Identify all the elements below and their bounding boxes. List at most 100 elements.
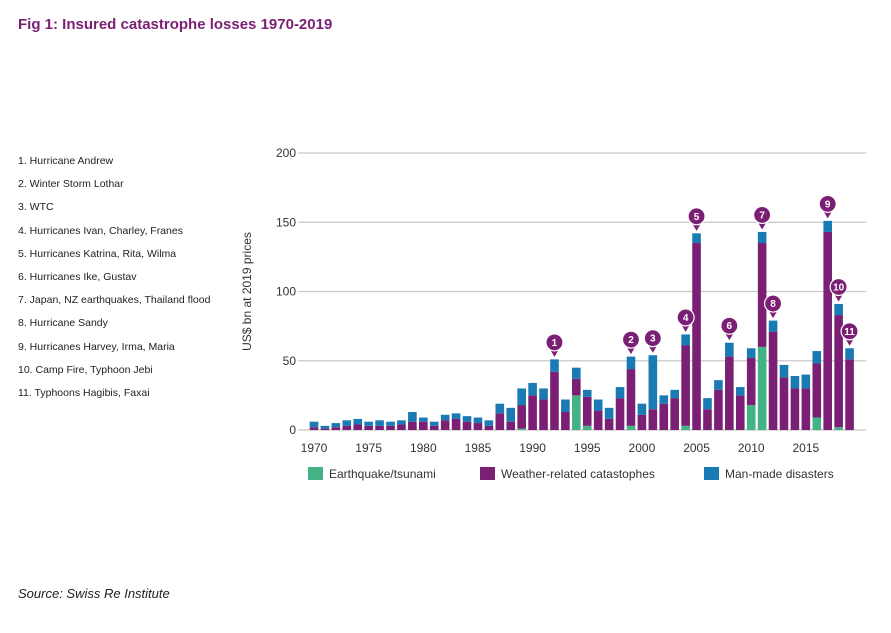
bar-segment — [604, 418, 614, 430]
bar-segment — [812, 351, 822, 364]
x-tick-label: 1995 — [574, 441, 601, 455]
bar-segment — [473, 417, 483, 424]
bar-segment — [331, 427, 341, 430]
bar-segment — [342, 425, 352, 430]
event-marker — [676, 308, 695, 327]
chart-title: Fig 1: Insured catastrophe losses 1970-2… — [18, 16, 333, 33]
legend-swatch — [308, 467, 323, 480]
bar-segment — [375, 420, 384, 426]
bar-segment — [550, 359, 559, 372]
x-tick-label: 1975 — [355, 441, 382, 455]
bar-segment — [593, 399, 603, 411]
bar-segment — [484, 425, 494, 430]
event-marker — [840, 322, 859, 341]
event-marker — [643, 329, 662, 348]
x-tick-label: 1980 — [410, 441, 437, 455]
bar-segment — [637, 414, 647, 430]
bar-segment — [517, 388, 526, 406]
bar-segment — [408, 411, 417, 422]
bar-segment — [386, 421, 395, 426]
bar-segment — [648, 409, 658, 430]
event-marker-label: 11 — [844, 327, 855, 338]
bar-segment — [626, 369, 636, 426]
bar-segment — [582, 425, 592, 430]
bar-segment — [757, 346, 767, 430]
event-marker — [687, 207, 706, 226]
bar-segment — [419, 417, 428, 422]
bar-segment — [823, 231, 833, 430]
bar-segment — [440, 414, 450, 421]
bar-segment — [812, 363, 822, 418]
event-marker — [818, 194, 837, 213]
event-marker — [753, 205, 772, 225]
bar-segment — [626, 356, 636, 370]
bar-segment — [779, 364, 789, 378]
legend-label: Earthquake/tsunami — [329, 467, 436, 481]
bar-segment — [735, 387, 745, 396]
bar-segment — [320, 428, 330, 430]
bar-segment — [506, 421, 516, 430]
bar-segment — [517, 428, 526, 430]
x-tick-label: 2010 — [738, 441, 765, 455]
bar-segment — [779, 377, 789, 430]
bar-segment — [593, 410, 603, 430]
event-marker-label: 10 — [833, 282, 845, 293]
bar-segment — [834, 427, 843, 430]
event-key-list: 1. Hurricane Andrew 2. Winter Storm Loth… — [18, 150, 210, 405]
bar-segment — [757, 231, 767, 244]
bar-segment — [659, 395, 669, 404]
x-tick-label: 1990 — [519, 441, 546, 455]
bar-segment — [834, 315, 843, 428]
y-tick-label: 150 — [276, 215, 296, 229]
bar-segment — [801, 374, 811, 389]
bar-segment — [659, 403, 669, 430]
bar-segment — [845, 348, 854, 360]
bar-segment — [790, 375, 800, 389]
bar-segment — [681, 334, 690, 346]
bar-segment — [539, 399, 548, 430]
bar-segment — [353, 424, 363, 430]
bar-segment — [801, 388, 811, 430]
bar-segment — [495, 403, 505, 414]
bar-segment — [681, 425, 690, 430]
bar-segment — [703, 409, 712, 430]
bar-segment — [451, 413, 461, 419]
event-key-item: 11. Typhoons Hagibis, Faxai — [18, 387, 150, 400]
event-key-item: 1. Hurricane Andrew — [18, 155, 114, 167]
event-key-item: 8. Hurricane Sandy — [18, 317, 108, 330]
bar-segment — [845, 359, 854, 430]
event-key-item: 7. Japan, NZ earthquakes, Thailand flood — [18, 294, 211, 307]
bar-segment — [768, 320, 778, 332]
bar-segment — [429, 425, 439, 430]
event-marker-label: 9 — [825, 199, 831, 210]
event-key-item: 2. Winter Storm Lothar — [18, 178, 124, 191]
bar-segment — [397, 424, 406, 430]
event-marker-label: 2 — [628, 335, 634, 346]
legend-label: Weather-related catastophes — [501, 467, 655, 481]
bar-segment — [637, 403, 647, 415]
bar-segment — [725, 342, 734, 357]
bar-segment — [615, 398, 625, 430]
bar-segment — [386, 425, 395, 430]
event-key-item: 3. WTC — [18, 201, 54, 214]
bar-segment — [703, 398, 712, 410]
bar-segment — [572, 378, 581, 396]
bar-segment — [309, 427, 319, 430]
event-marker — [545, 333, 564, 352]
event-marker — [829, 277, 848, 297]
bar-segment — [615, 387, 625, 399]
bar-segment — [561, 411, 570, 430]
bar-segment — [735, 395, 745, 430]
bar-segment — [440, 420, 450, 430]
legend-swatch — [704, 467, 719, 480]
bar-segment — [408, 421, 417, 430]
bar-segment — [539, 388, 548, 400]
bar-segment — [572, 395, 581, 430]
event-key-item: 10. Camp Fire, Typhoon Jebi — [18, 363, 153, 376]
x-tick-label: 2005 — [683, 441, 710, 455]
y-tick-label: 50 — [283, 354, 297, 368]
event-marker — [720, 316, 739, 335]
legend-label: Man-made disasters — [725, 467, 834, 481]
bar-segment — [582, 396, 592, 426]
